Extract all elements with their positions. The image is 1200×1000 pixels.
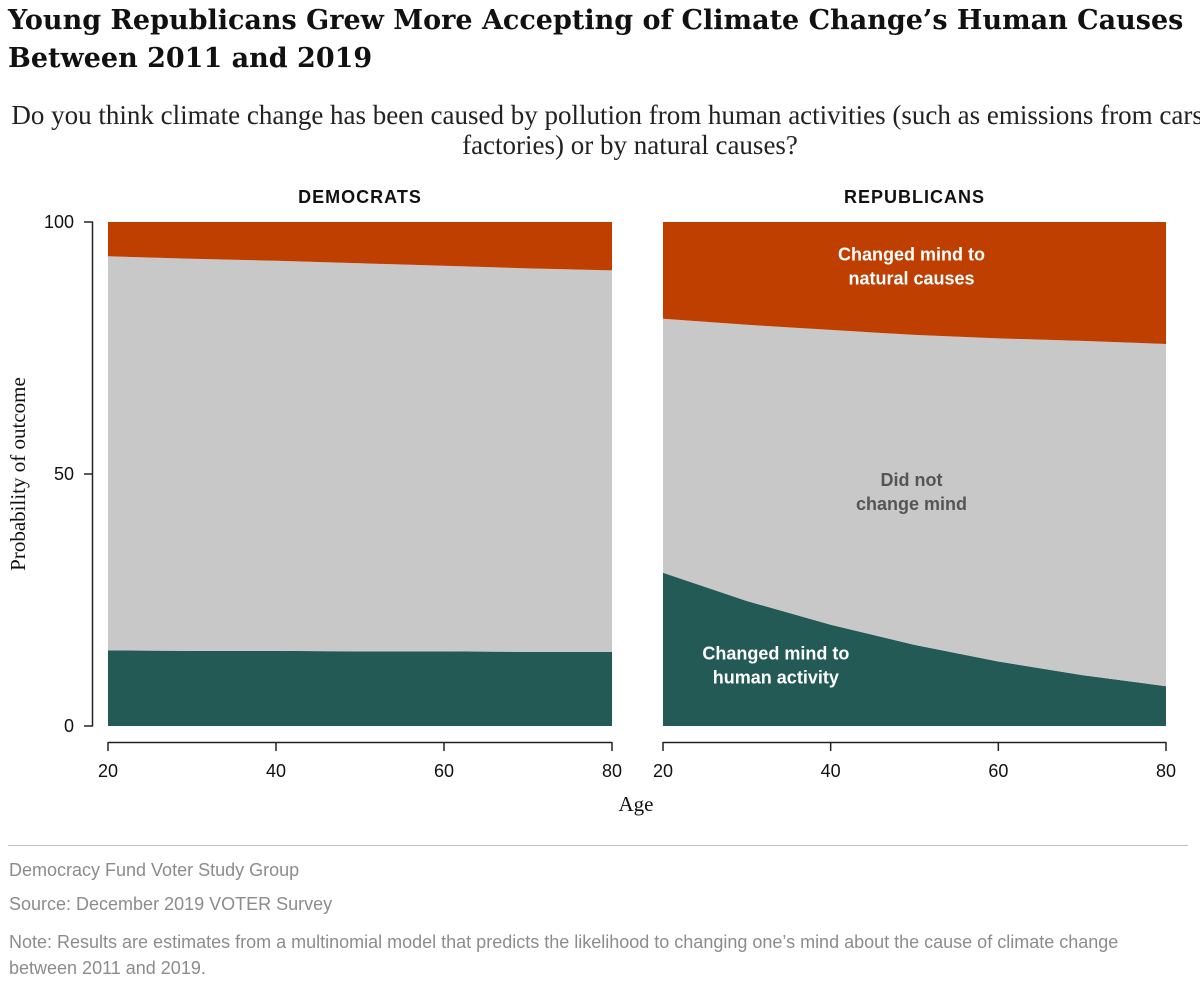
series-label-human: human activity	[713, 668, 839, 688]
area-human-democrats	[108, 650, 612, 726]
chart-subtitle: Do you think climate change has been cau…	[11, 100, 1200, 160]
panel-title-democrats: DEMOCRATS	[298, 187, 422, 207]
x-tick-label: 80	[602, 761, 622, 781]
area-human-republicans	[663, 572, 1166, 726]
x-tick-label: 40	[266, 761, 286, 781]
area-natural-republicans	[663, 222, 1166, 344]
area-none-republicans	[663, 318, 1166, 687]
area-natural-democrats	[108, 222, 612, 271]
footer-org: Democracy Fund Voter Study Group	[9, 860, 300, 880]
x-tick-label: 80	[1156, 761, 1176, 781]
series-label-human: Changed mind to	[702, 644, 849, 664]
x-tick-label: 60	[434, 761, 454, 781]
x-tick-label: 60	[988, 761, 1008, 781]
chart: DEMOCRATS 20 40 60 80 REPUBLICANS 20 40 60 80 Chan…	[6, 187, 1176, 816]
series-label-natural: Changed mind to	[838, 244, 985, 264]
x-tick-label: 40	[821, 761, 841, 781]
x-axis-title: Age	[619, 792, 654, 816]
y-tick-label: 100	[44, 212, 74, 232]
panel-title-republicans: REPUBLICANS	[844, 187, 985, 207]
x-tick-label: 20	[98, 761, 118, 781]
series-label-natural: natural causes	[848, 268, 974, 288]
chart-title: Young Republicans Grew More Accepting of…	[8, 5, 1184, 74]
area-none-democrats	[108, 256, 612, 652]
x-tick-label: 20	[653, 761, 673, 781]
footer-note: Note: Results are estimates from a multi…	[9, 932, 1119, 978]
footer-divider	[8, 845, 1188, 846]
footer-source: Source: December 2019 VOTER Survey	[9, 894, 333, 914]
series-label-none: Did not	[881, 470, 943, 490]
y-axis-title: Probability of outcome	[6, 377, 30, 571]
series-label-none: change mind	[856, 494, 967, 514]
y-tick-label: 50	[54, 464, 74, 484]
y-tick-label: 0	[64, 716, 74, 736]
